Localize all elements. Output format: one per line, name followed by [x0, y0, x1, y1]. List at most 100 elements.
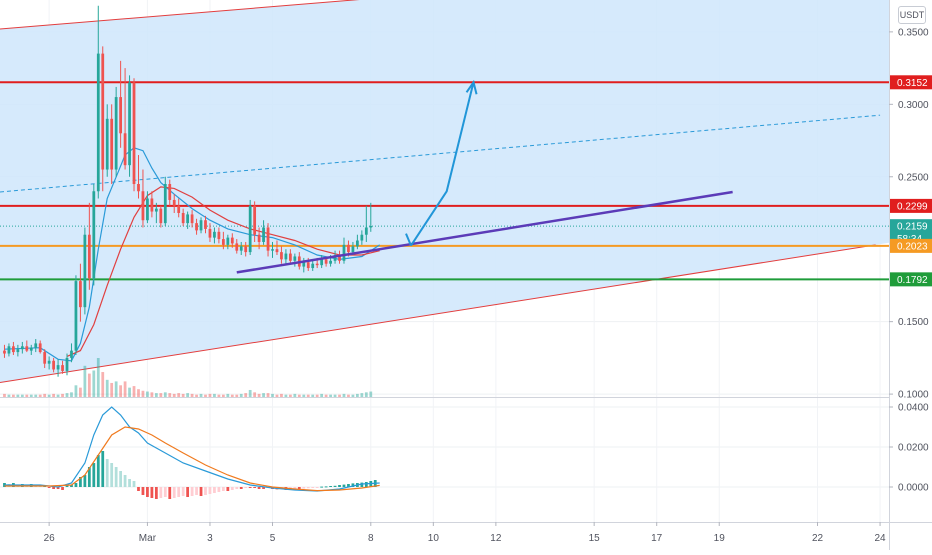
volume-bar [324, 394, 328, 397]
macd-tick-label: 0.0000 [898, 483, 929, 494]
price-label: 0.1792 [890, 272, 932, 287]
candle-body [360, 234, 364, 241]
macd-histogram-bar [47, 487, 51, 488]
volume-bar [190, 393, 194, 397]
drawings[interactable] [236, 79, 733, 274]
candle [119, 60, 123, 148]
macd-histogram-bar [141, 487, 145, 495]
volume-bar [248, 389, 252, 397]
candle [181, 208, 185, 227]
volume-bar [226, 393, 230, 397]
macd-histogram-bar [110, 463, 114, 487]
ma-slow-line [66, 186, 380, 357]
candle [83, 227, 87, 315]
price-tick-label: 0.1500 [898, 317, 929, 328]
volume-bar [123, 381, 127, 397]
macd-histogram-bar [114, 467, 118, 487]
candle-body [20, 346, 24, 350]
candle [221, 231, 225, 250]
time-tick-label: 10 [428, 533, 440, 544]
macd-histogram-bar [204, 487, 207, 495]
volume-bar [172, 393, 176, 397]
candle-body [38, 343, 42, 353]
candle-body [226, 237, 230, 245]
volume-bar [257, 393, 261, 397]
candle [369, 202, 373, 232]
price-label-bg [890, 238, 932, 253]
currency-badge[interactable]: USDT [898, 6, 926, 24]
candle-body [356, 240, 359, 247]
macd-histogram-bar [119, 471, 123, 487]
macd-histogram-bar [3, 483, 6, 487]
price-label-bg [890, 272, 932, 287]
volume-bar [217, 394, 221, 397]
volume-bar [369, 391, 373, 397]
volume-bar [262, 393, 265, 397]
macd-histogram-bar [324, 486, 328, 488]
candle-body [364, 227, 368, 235]
candle [114, 86, 118, 177]
channel-upper-line [0, 0, 360, 30]
candle-body [128, 82, 131, 166]
macd-line [4, 406, 380, 492]
volume-bar [186, 393, 190, 397]
macd-histogram-bar [163, 487, 167, 497]
candle [186, 211, 190, 229]
candle [262, 220, 265, 245]
candle-body [146, 198, 149, 221]
candle-body [92, 191, 96, 279]
candle-body [302, 262, 306, 267]
candle-body [114, 97, 118, 170]
candle [217, 227, 221, 244]
macd-histogram-bar [101, 451, 105, 487]
candle-body [181, 212, 185, 224]
macd-histogram-bar [56, 487, 60, 489]
candle [101, 46, 105, 192]
price-tick-label: 0.3500 [898, 27, 929, 38]
candle [244, 241, 248, 257]
time-tick-label: 12 [490, 533, 502, 544]
candle [43, 349, 47, 369]
macd-histogram-bar [190, 487, 194, 496]
candle-body [329, 260, 332, 264]
candle-body [163, 184, 167, 224]
time-tick-label: 19 [714, 533, 726, 544]
volume-bar [7, 394, 11, 397]
volume-bar [146, 391, 149, 397]
macd-histogram-bar [351, 483, 355, 487]
volume-bar [364, 392, 368, 397]
candle [284, 249, 288, 266]
macd-histogram-bar [65, 485, 69, 487]
time-axis[interactable]: 26 Mar 3 5 8 10 12 15 17 19 22 24 [44, 522, 886, 544]
candle-body [87, 234, 91, 279]
candle [141, 169, 145, 228]
volume-bar [239, 393, 243, 397]
candle [38, 340, 42, 354]
macd-histogram-bar [177, 487, 181, 497]
ma-fast-line [4, 147, 381, 362]
volume-bar [306, 394, 310, 397]
macd-tick-label: 0.0400 [898, 403, 929, 414]
macd-histogram-bar [333, 485, 337, 487]
candle-body [257, 234, 261, 242]
trendline [236, 190, 733, 274]
candle [190, 210, 194, 228]
volume-bar [311, 394, 315, 397]
time-tick-label: 5 [270, 533, 276, 544]
candle-body [123, 133, 127, 166]
candle-body [351, 246, 355, 253]
time-tick-label: 15 [589, 533, 601, 544]
volume-bar [150, 392, 154, 397]
candle [7, 343, 11, 357]
candle-body [132, 82, 136, 185]
candle [248, 199, 252, 256]
candle-body [3, 350, 6, 354]
volume-bar [101, 372, 105, 397]
candle [271, 241, 274, 258]
candle-body [239, 246, 243, 251]
candle-body [43, 352, 47, 364]
macd-histogram-bar [230, 487, 234, 490]
channel-midline [0, 114, 881, 193]
volume-bar [284, 394, 288, 397]
